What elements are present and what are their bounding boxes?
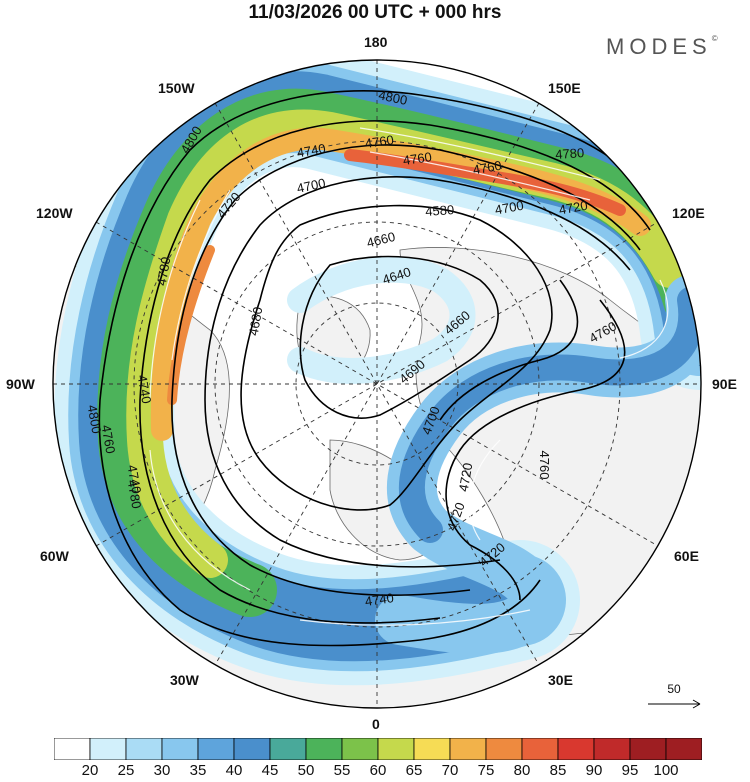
colorbar-swatch	[89, 738, 127, 760]
contour-label: 4720	[456, 462, 476, 493]
colorbar-swatch	[557, 738, 595, 760]
colorbar	[54, 738, 702, 760]
colorbar-level-label: 80	[513, 762, 531, 779]
contour-label: 4740	[364, 590, 395, 609]
lon-label-120w: 120W	[36, 205, 73, 221]
colorbar-swatch	[665, 738, 702, 760]
contour-label: 4780	[154, 256, 174, 287]
colorbar-labels: 20 25 30 35 40 45 50 55 60 65 70 75 80 85 90 95 100	[54, 762, 702, 780]
colorbar-level-label: 30	[153, 762, 171, 779]
brand-mark: ©	[711, 34, 718, 43]
colorbar-swatch	[341, 738, 379, 760]
contour-label: 4760	[364, 132, 395, 151]
colorbar-swatch	[449, 738, 487, 760]
colorbar-level-label: 65	[405, 762, 423, 779]
contour-label: 4780	[555, 145, 585, 162]
contour-label: 4760	[99, 424, 119, 455]
colorbar-level-label: 70	[441, 762, 459, 779]
contour-label: 4740	[296, 141, 327, 161]
contour-label: 4740	[125, 464, 145, 495]
contour-label: 4580	[425, 202, 455, 219]
contour-label: 4760	[472, 158, 503, 178]
lon-label-150w: 150W	[158, 80, 195, 96]
colorbar-level-label: 50	[297, 762, 315, 779]
lon-label-180: 180	[364, 34, 388, 50]
colorbar-swatch	[413, 738, 451, 760]
reference-arrow	[648, 699, 701, 709]
map-title: 11/03/2026 00 UTC + 000 hrs	[248, 2, 502, 23]
colorbar-level-label: 20	[81, 762, 99, 779]
contour-label: 4740	[135, 374, 155, 405]
lon-label-90w: 90W	[6, 376, 35, 392]
colorbar-level-label: 25	[117, 762, 135, 779]
lon-label-60w: 60W	[40, 548, 69, 564]
colorbar-swatch	[125, 738, 163, 760]
lon-label-150e: 150E	[548, 80, 581, 96]
graticule	[53, 60, 701, 708]
colorbar-swatch	[629, 738, 667, 760]
colorbar-level-label: 55	[333, 762, 351, 779]
map-border	[52, 59, 702, 709]
colorbar-swatch	[54, 738, 91, 760]
colorbar-swatch	[521, 738, 559, 760]
height-contours	[98, 90, 661, 647]
colorbar-level-label: 90	[585, 762, 603, 779]
colorbar-level-label: 35	[189, 762, 207, 779]
contour-label: 4760	[402, 149, 433, 168]
contour-label: 4780	[125, 479, 145, 510]
contour-label: 4700	[494, 198, 525, 218]
lon-label-0: 0	[372, 716, 380, 732]
contour-label: 4680	[246, 306, 266, 337]
brand-text: MODES	[606, 34, 712, 59]
lon-label-60e: 60E	[674, 548, 699, 564]
contour-label: 4800	[377, 87, 408, 108]
colorbar-level-label: 45	[261, 762, 279, 779]
reference-vector: 50	[646, 682, 706, 712]
reference-vector-label: 50	[667, 682, 681, 696]
colorbar-swatch	[233, 738, 271, 760]
colorbar-swatch	[161, 738, 199, 760]
contour-label: 4800	[85, 404, 105, 435]
colorbar-level-label: 40	[225, 762, 243, 779]
colorbar-swatch	[197, 738, 235, 760]
colorbar-swatch	[377, 738, 415, 760]
contour-label: 4660	[365, 229, 397, 251]
colorbar-level-label: 85	[549, 762, 567, 779]
colorbar-swatch	[305, 738, 343, 760]
contour-label: 4720	[558, 198, 589, 218]
lon-label-30w: 30W	[170, 672, 199, 688]
colorbar-level-label: 75	[477, 762, 495, 779]
colorbar-swatch	[269, 738, 307, 760]
colorbar-swatch	[593, 738, 631, 760]
lon-label-120e: 120E	[672, 205, 705, 221]
contour-label: 4760	[537, 451, 552, 480]
lon-label-30e: 30E	[548, 672, 573, 688]
lon-label-90e: 90E	[712, 376, 737, 392]
colorbar-swatch	[485, 738, 523, 760]
colorbar-level-label: 95	[621, 762, 639, 779]
colorbar-level-label: 100	[653, 762, 679, 779]
wind-streamlines	[149, 127, 669, 626]
colorbar-level-label: 60	[369, 762, 387, 779]
contour-label: 4700	[295, 175, 326, 196]
modes-logo: MODES©	[606, 34, 718, 60]
